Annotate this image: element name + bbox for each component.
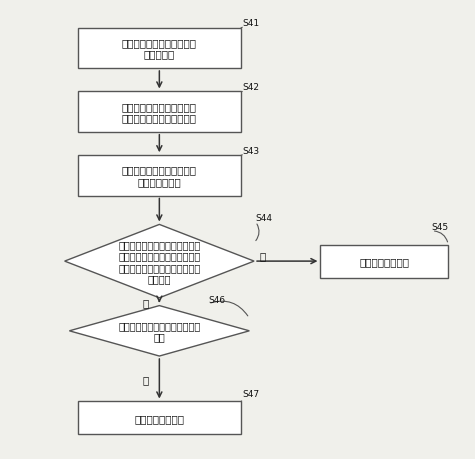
Text: 分别获取各单体的温度和充
放电箱内部温度: 分别获取各单体的温度和充 放电箱内部温度 [122, 165, 197, 187]
Text: 控制断开所有电路: 控制断开所有电路 [134, 413, 184, 423]
FancyBboxPatch shape [320, 245, 448, 278]
FancyBboxPatch shape [77, 28, 241, 69]
Text: S44: S44 [256, 213, 273, 222]
Polygon shape [69, 306, 249, 356]
Text: 根据电池组的总电压和各单
体电压，对电池组进行充电: 根据电池组的总电压和各单 体电压，对电池组进行充电 [122, 101, 197, 123]
Text: S42: S42 [242, 83, 259, 92]
Text: 否: 否 [142, 297, 149, 307]
Text: S41: S41 [242, 19, 259, 28]
FancyBboxPatch shape [77, 92, 241, 133]
FancyBboxPatch shape [77, 402, 241, 435]
Text: 控制断开充电电路: 控制断开充电电路 [359, 257, 409, 267]
FancyBboxPatch shape [77, 156, 241, 196]
Text: S46: S46 [208, 295, 225, 304]
Text: S43: S43 [242, 146, 259, 155]
Text: S45: S45 [432, 222, 449, 231]
Text: 是: 是 [142, 374, 149, 384]
Text: S47: S47 [242, 389, 259, 398]
Text: 是: 是 [260, 250, 266, 260]
Text: 分别获取电池组的总电压和
各单体电压: 分别获取电池组的总电压和 各单体电压 [122, 38, 197, 60]
Text: 判断放电电流是否小于放电电流
阈值: 判断放电电流是否小于放电电流 阈值 [118, 320, 200, 342]
Polygon shape [65, 225, 254, 298]
Text: 分别判断各单体的温度是否大于
或等于第一温度阈值以及充放电
箱内部温度是否大于或等于第二
温度阈值: 分别判断各单体的温度是否大于 或等于第一温度阈值以及充放电 箱内部温度是否大于或… [118, 239, 200, 284]
